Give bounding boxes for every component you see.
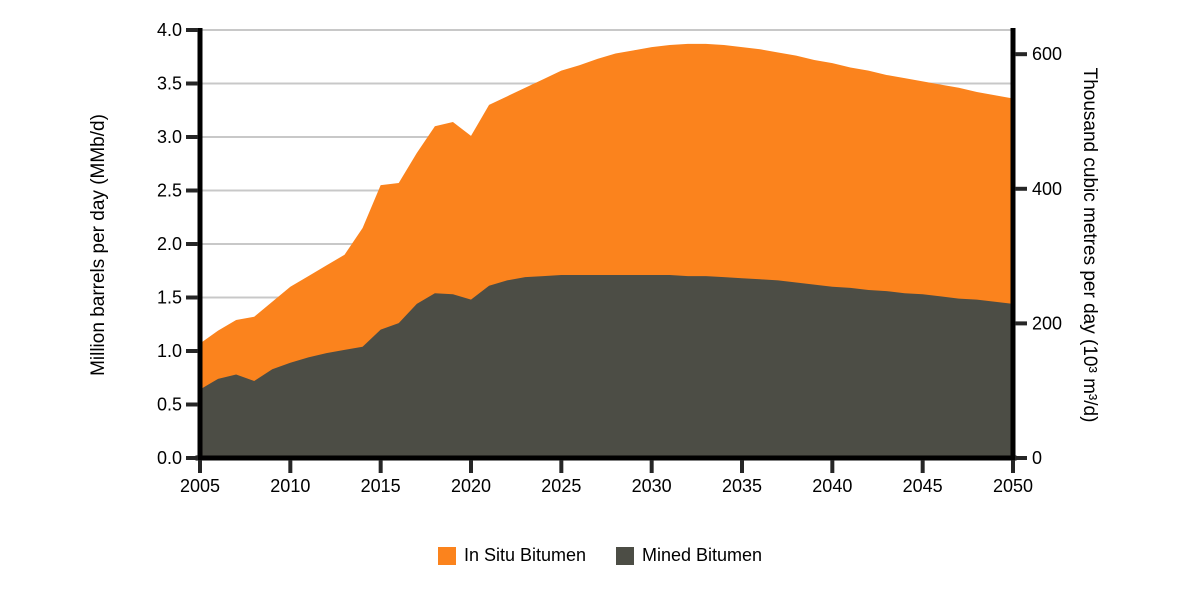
x-tick-label: 2050 [993, 476, 1033, 496]
legend-swatch-in-situ-icon [437, 546, 456, 565]
y-left-tick-label: 2.0 [157, 234, 182, 254]
y-left-tick-label: 3.5 [157, 74, 182, 94]
tick-labels: 0.0 0.5 1.0 1.5 2.0 2.5 3.0 3.5 4.0 0 200 400 600 200… [157, 20, 1062, 496]
legend-swatch-mined-icon [616, 546, 634, 565]
legend-item-in-situ-bitumen: In Situ Bitumen [437, 545, 586, 566]
tick-marks [186, 28, 1027, 473]
y-left-tick-label: 1.5 [157, 288, 182, 308]
y-right-tick-label: 200 [1032, 313, 1062, 333]
x-tick-label: 2015 [361, 476, 401, 496]
x-tick-label: 2040 [812, 476, 852, 496]
plot-area: 0.0 0.5 1.0 1.5 2.0 2.5 3.0 3.5 4.0 0 200 400 600 200… [157, 20, 1062, 496]
x-tick-label: 2045 [903, 476, 943, 496]
y-right-tick-label: 0 [1032, 448, 1042, 468]
axes [195, 28, 1017, 461]
y-left-tick-label: 4.0 [157, 20, 182, 40]
legend-label-mined: Mined Bitumen [642, 545, 763, 565]
x-tick-label: 2020 [451, 476, 491, 496]
x-tick-label: 2035 [722, 476, 762, 496]
y-left-tick-label: 2.5 [157, 181, 182, 201]
y-left-tick-label: 0.5 [157, 395, 182, 415]
x-tick-label: 2010 [270, 476, 310, 496]
y-left-tick-label: 0.0 [157, 448, 182, 468]
legend-label-in-situ: In Situ Bitumen [463, 545, 586, 565]
legend-item-mined-bitumen: Mined Bitumen [616, 545, 762, 566]
x-tick-label: 2005 [180, 476, 220, 496]
y-left-tick-label: 1.0 [157, 341, 182, 361]
y-left-tick-label: 3.0 [157, 127, 182, 147]
x-tick-label: 2030 [632, 476, 672, 496]
y-right-tick-label: 400 [1032, 179, 1062, 199]
y-axis-right-title: Thousand cubic metres per day (10³ m³/d) [1079, 67, 1100, 423]
y-right-tick-label: 600 [1032, 44, 1062, 64]
stacked-areas [200, 43, 1013, 458]
area-mined-bitumen [200, 275, 1013, 458]
legend: In Situ Bitumen Mined Bitumen [0, 545, 1200, 566]
x-tick-label: 2025 [541, 476, 581, 496]
y-axis-left-title: Million barrels per day (MMb/d) [88, 114, 109, 376]
